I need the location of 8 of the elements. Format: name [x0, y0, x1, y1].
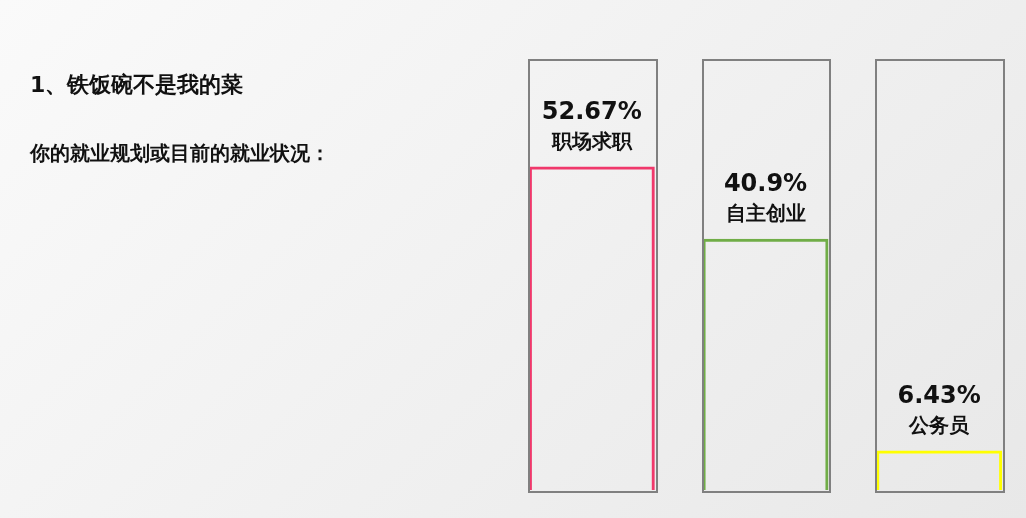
text: 1、铁饭碗不是我的菜 — [30, 71, 244, 99]
data-label: 40.9% — [723, 168, 808, 197]
x-tick-label: 公务员 — [908, 412, 971, 437]
data-label: 52.67% — [541, 96, 642, 125]
x-tick-label: 职场求职 — [550, 128, 633, 153]
data-label: 6.43% — [897, 380, 981, 409]
x-tick-label: 自主创业 — [725, 200, 806, 225]
text: 你的就业规划或目前的就业状况： — [30, 140, 330, 167]
